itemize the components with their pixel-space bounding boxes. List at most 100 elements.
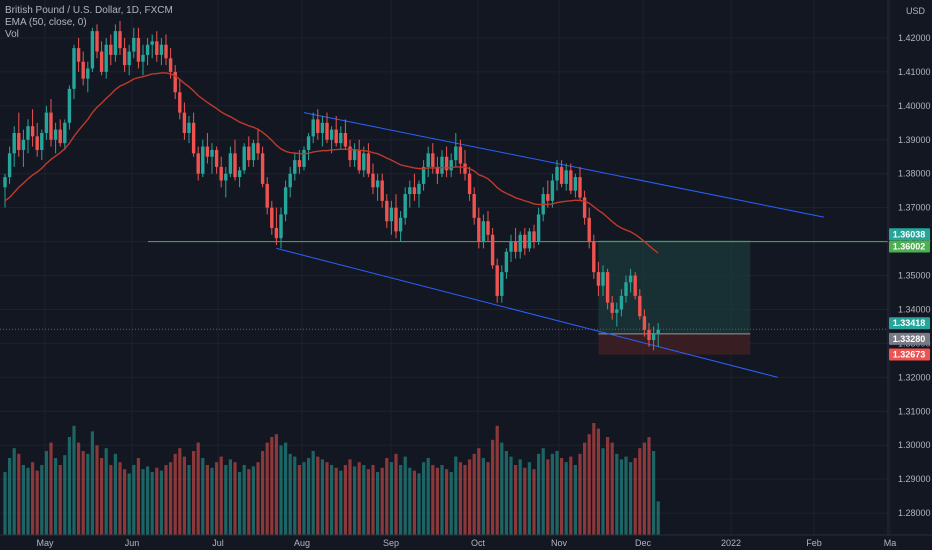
candle-body <box>325 122 329 140</box>
volume-bar <box>435 467 439 535</box>
volume-bar <box>440 465 444 535</box>
candle-body <box>481 221 486 242</box>
candle-body <box>168 58 173 72</box>
price-tag-entry <box>889 332 930 345</box>
candle-body <box>191 122 196 154</box>
candle-body <box>159 44 164 55</box>
volume-bar <box>601 448 605 535</box>
volume-bar <box>302 462 306 535</box>
volume-bar <box>201 458 205 535</box>
volume-bar <box>546 459 550 535</box>
volume-bar <box>284 442 288 535</box>
price-axis[interactable]: 1.42000 1.41000 1.40000 1.39000 1.38000 1.370… <box>887 0 931 535</box>
candle-body <box>219 166 223 181</box>
candle-body <box>109 44 113 55</box>
candle-body <box>651 333 656 341</box>
volume-bar <box>113 453 117 535</box>
volume-bar <box>178 448 182 535</box>
candle-body <box>371 173 375 188</box>
candle-body <box>578 177 582 198</box>
volume-bar <box>606 437 610 535</box>
volume-bar <box>638 448 642 535</box>
candle-body <box>357 149 361 171</box>
volume-bar <box>537 453 541 535</box>
candle-body <box>306 136 311 150</box>
time-tick-label: Jun <box>125 538 140 548</box>
volume-bar <box>504 451 508 535</box>
volume-bar <box>233 462 237 535</box>
volume-bar <box>389 462 393 535</box>
volume-bar <box>274 434 278 535</box>
volume-bar <box>334 467 338 535</box>
candle-body <box>247 146 251 161</box>
volume-bar <box>652 451 656 535</box>
candle-body <box>132 37 136 52</box>
volume-bar <box>385 458 389 535</box>
candle-body <box>509 241 513 252</box>
volume-bar <box>215 462 219 535</box>
candle-body <box>329 129 334 140</box>
candle-body <box>398 217 403 232</box>
price-tag-current <box>889 317 930 330</box>
volume-bar <box>449 472 453 535</box>
candle-body <box>63 122 67 144</box>
position-tool[interactable] <box>598 240 751 355</box>
candle-body <box>81 61 85 79</box>
volume-indicator-label[interactable]: Vol <box>5 29 19 40</box>
candle-body <box>334 129 338 144</box>
candle-body <box>362 153 366 171</box>
candle-body <box>412 187 417 195</box>
volume-bar <box>210 467 214 535</box>
candle-body <box>237 170 242 178</box>
volume-bar <box>316 456 320 535</box>
time-tick-label: Nov <box>551 538 568 548</box>
price-tag-entry-text: 1.33280 <box>893 334 926 344</box>
candle-body <box>500 272 504 296</box>
time-tick-label: Ma <box>884 538 897 548</box>
candle-body <box>35 136 39 150</box>
candle-body <box>242 146 246 171</box>
volume-bar <box>596 428 600 535</box>
volume-bar <box>164 465 168 535</box>
volume-bar <box>182 456 186 535</box>
price-tick-label: 1.30000 <box>898 440 931 450</box>
volume-bar <box>376 472 380 535</box>
candle-body <box>155 41 159 55</box>
candle-body <box>339 132 343 144</box>
volume-bar <box>44 451 48 535</box>
candle-body <box>113 31 118 55</box>
price-tick-label: 1.28000 <box>898 508 931 518</box>
volume-bar <box>90 431 94 535</box>
candle-body <box>76 48 81 62</box>
price-tag-upper-text: 1.36038 <box>893 229 926 239</box>
ema-indicator-label[interactable]: EMA (50, close, 0) <box>5 17 87 28</box>
candle-body <box>490 234 495 266</box>
volume-bar <box>72 425 76 535</box>
symbol-title[interactable]: British Pound / U.S. Dollar, 1D, FXCM <box>5 5 173 16</box>
time-axis[interactable]: May Jun Jul Aug Sep Oct Nov Dec 2022 Feb Ma <box>0 534 932 548</box>
candle-body <box>366 153 371 174</box>
candle-body <box>536 214 541 242</box>
volume-bar <box>320 459 324 535</box>
volume-bar <box>251 466 255 535</box>
volume-bar <box>477 448 481 535</box>
candle-body <box>44 112 49 133</box>
volume-bar <box>256 462 260 535</box>
trend-drawings[interactable] <box>0 112 888 378</box>
volume-bar <box>468 459 472 535</box>
candle-body <box>440 156 444 174</box>
volume-bar <box>629 462 633 535</box>
volume-bar <box>288 453 292 535</box>
price-tag-level-text: 1.36002 <box>893 242 926 252</box>
candle-body <box>173 71 177 93</box>
candle-body <box>196 153 200 174</box>
price-tick-label: 1.39000 <box>898 135 931 145</box>
candle-body <box>224 173 228 181</box>
time-tick-label: May <box>36 538 54 548</box>
candle-body <box>279 214 283 239</box>
time-tick-label: Oct <box>471 538 486 548</box>
candle-body <box>99 51 104 72</box>
volume-bar <box>481 458 485 535</box>
volume-bar <box>624 456 628 535</box>
